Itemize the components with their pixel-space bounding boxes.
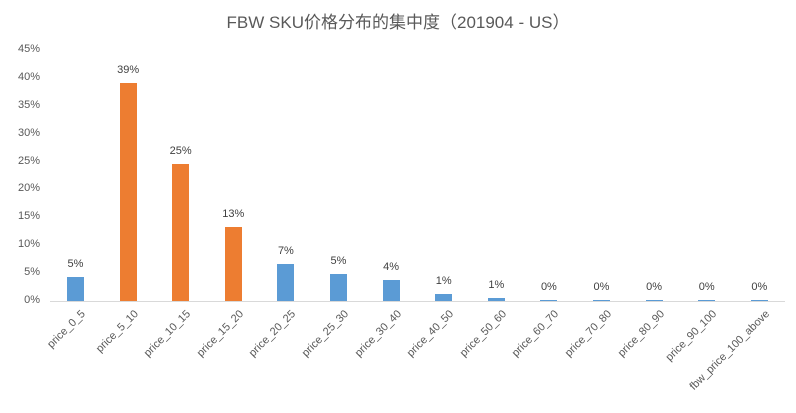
bar-price_30_40 [382, 279, 400, 301]
bar-price_40_50 [435, 293, 453, 301]
data-label: 0% [751, 280, 768, 293]
y-tick-label: 45% [17, 43, 40, 55]
bar-price_60_70 [540, 299, 558, 301]
data-label: 39% [117, 64, 140, 77]
x-tick-label: price_15_20 [194, 308, 246, 360]
x-tick-label: price_5_10 [93, 308, 141, 355]
data-label: 0% [540, 280, 557, 293]
data-label: 0% [698, 280, 715, 293]
x-tick-label: price_25_30 [299, 308, 351, 360]
y-tick-label: 20% [17, 182, 40, 195]
bar-price_0_5 [67, 277, 84, 301]
x-tick-label: price_20_25 [247, 308, 299, 360]
x-tick-label: price_80_90 [615, 308, 667, 360]
x-tick-label: price_90_100 [663, 308, 720, 364]
x-tick-label: price_0_5 [45, 308, 88, 351]
bar-price_10_15 [172, 163, 190, 301]
data-label: 1% [488, 278, 505, 291]
bar-price_70_80 [593, 299, 610, 301]
data-label: 1% [435, 274, 452, 287]
data-label: 5% [67, 258, 84, 270]
x-axis-line [50, 301, 785, 302]
bar-price_80_90 [645, 299, 663, 301]
bar-price_5_10 [119, 83, 137, 301]
chart-title: FBW SKU价格分布的集中度（201904 - US） [226, 13, 570, 32]
bar-fbw_price_100_above [750, 299, 768, 301]
x-tick-label: price_30_40 [352, 308, 404, 360]
bar-price_25_30 [330, 274, 347, 301]
x-tick-label: price_60_70 [510, 308, 562, 360]
x-tick-label: price_10_15 [141, 308, 194, 360]
bar-price_90_100 [698, 299, 716, 301]
data-label: 0% [593, 280, 610, 293]
y-tick-label: 10% [17, 238, 40, 251]
data-label: 5% [330, 255, 347, 268]
y-tick-label: 40% [17, 70, 40, 83]
y-tick-label: 0% [24, 294, 40, 306]
bar-price_15_20 [224, 226, 242, 301]
data-label: 13% [222, 207, 245, 220]
data-label: 25% [169, 144, 192, 157]
y-tick-label: 25% [17, 154, 40, 167]
y-tick-label: 15% [17, 210, 40, 223]
x-tick-label: price_50_60 [457, 308, 509, 360]
x-tick-label: price_70_80 [562, 308, 614, 360]
bar-price_50_60 [487, 297, 505, 301]
y-tick-label: 5% [24, 266, 40, 279]
bar-price_20_25 [277, 264, 295, 301]
y-tick-label: 35% [17, 98, 40, 111]
x-tick-label: price_40_50 [404, 308, 457, 360]
y-tick-label: 30% [17, 126, 40, 139]
data-label: 7% [277, 245, 294, 258]
data-label: 4% [383, 260, 400, 273]
data-label: 0% [646, 280, 663, 293]
